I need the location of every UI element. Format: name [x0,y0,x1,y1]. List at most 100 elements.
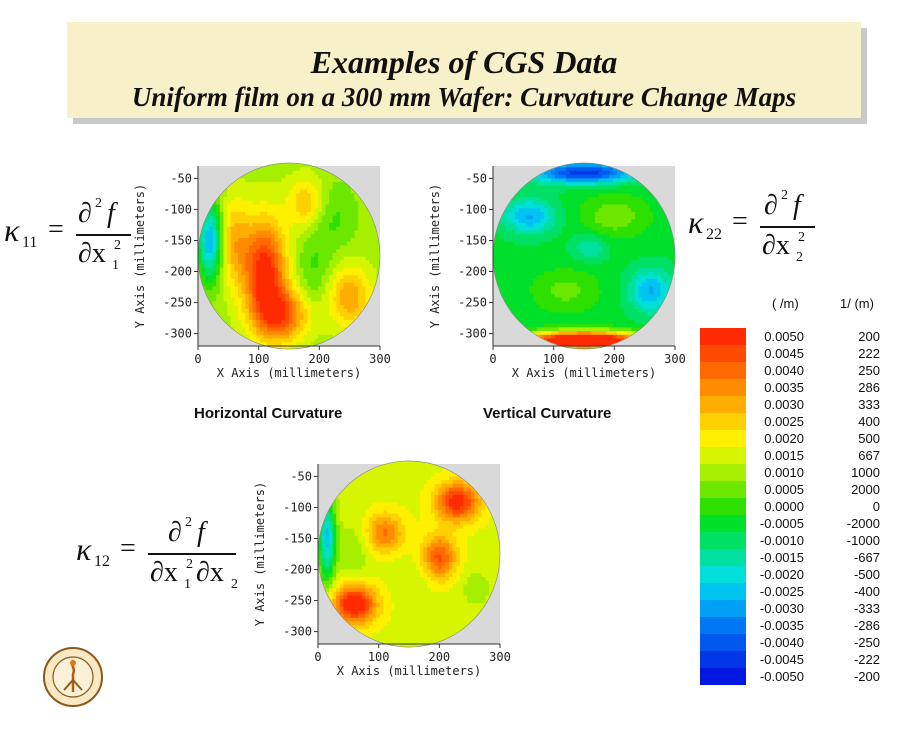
heatmap-cell [216,200,221,205]
heatmap-cell [569,323,574,328]
heatmap-cell [569,304,574,309]
heatmap-cell [605,226,611,231]
heatmap-cell [562,270,567,276]
heatmap-cell [591,330,596,335]
heatmap-cell [325,181,330,186]
heatmap-cell [634,323,640,328]
heatmap-cell [642,289,647,294]
heatmap-cell [503,259,509,265]
heatmap-cell [234,296,239,302]
heatmap-cell [624,334,629,339]
heatmap-cell [369,237,374,242]
heatmap-cell [289,311,294,317]
heatmap-cell [216,196,221,201]
heatmap-cell [274,315,279,320]
heatmap-cell [267,308,272,313]
heatmap-cell [216,289,221,294]
heatmap-cell [613,252,618,257]
heatmap-cell [624,211,629,216]
heatmap-cell [551,323,556,328]
heatmap-cell [259,326,265,332]
heatmap-cell [660,248,665,253]
heatmap-cell [263,293,268,298]
heatmap-cell [594,289,600,294]
heatmap-cell [365,241,370,246]
heatmap-cell [245,270,250,276]
heatmap-cell [634,185,640,190]
heatmap-cell [558,311,563,317]
heatmap-cell [576,211,581,216]
heatmap-cell [653,200,658,205]
heatmap-cell [259,300,265,306]
heatmap-cell [627,244,632,250]
heatmap-cell [547,337,552,343]
heatmap-cell [303,244,308,250]
heatmap-cell [533,196,538,201]
heatmap-cell [536,289,541,294]
heatmap-cell [584,185,589,190]
heatmap-cell [212,237,217,242]
heatmap-cell [514,267,520,272]
heatmap-cell [565,319,571,324]
heatmap-cell [594,278,600,283]
heatmap-cell [281,308,286,313]
heatmap-cell [591,282,596,287]
heatmap-cell [569,215,574,220]
heatmap-cell [241,304,246,309]
heatmap-cell [325,304,330,309]
heatmap-cell [558,166,563,171]
heatmap-cell [259,237,265,242]
heatmap-cell [256,185,261,190]
heatmap-cell [649,270,654,276]
heatmap-cell [660,241,665,246]
heatmap-cell [267,326,272,332]
heatmap-cell [358,293,363,298]
heatmap-cell [642,256,647,261]
heatmap-cell [616,263,621,268]
heatmap-cell [314,207,319,212]
heatmap-cell [325,188,330,194]
heatmap-cell [212,226,217,231]
heatmap-cell [216,263,221,268]
heatmap-cell [227,229,232,235]
heatmap-cell [321,218,326,224]
heatmap-cell [609,211,614,216]
heatmap-cell [653,218,658,224]
heatmap-cell [274,326,279,332]
heatmap-cell [256,270,261,276]
heatmap-cell [289,315,294,320]
heatmap-cell [369,222,374,227]
heatmap-cell [576,200,581,205]
heatmap-cell [522,192,527,198]
heatmap-cell [223,252,228,257]
heatmap-cell [540,177,545,183]
heatmap-cell [514,192,520,198]
heatmap-cell [507,263,512,268]
heatmap-cell [354,211,359,216]
heatmap-cell [278,222,283,227]
heatmap-cell [533,211,538,216]
heatmap-cell [219,196,225,201]
heatmap-cell [529,248,534,253]
heatmap-cell [533,188,538,194]
heatmap-cell [339,267,345,272]
heatmap-cell [289,211,294,216]
heatmap-cell [602,252,607,257]
heatmap-cell [551,334,556,339]
heatmap-cell [525,241,530,246]
heatmap-cell [274,181,279,186]
heatmap-cell [573,252,578,257]
heatmap-cell [631,289,636,294]
heatmap-cell [660,282,665,287]
heatmap-cell [533,323,538,328]
heatmap-cell [343,237,348,242]
heatmap-cell [332,256,337,261]
heatmap-cell [318,192,323,198]
heatmap-cell [325,289,330,294]
heatmap-cell [602,203,607,209]
heatmap-cell [533,203,538,209]
heatmap-cell [296,304,301,309]
heatmap-cell [339,218,345,224]
heatmap-cell [634,181,640,186]
heatmap-cell [314,311,319,317]
